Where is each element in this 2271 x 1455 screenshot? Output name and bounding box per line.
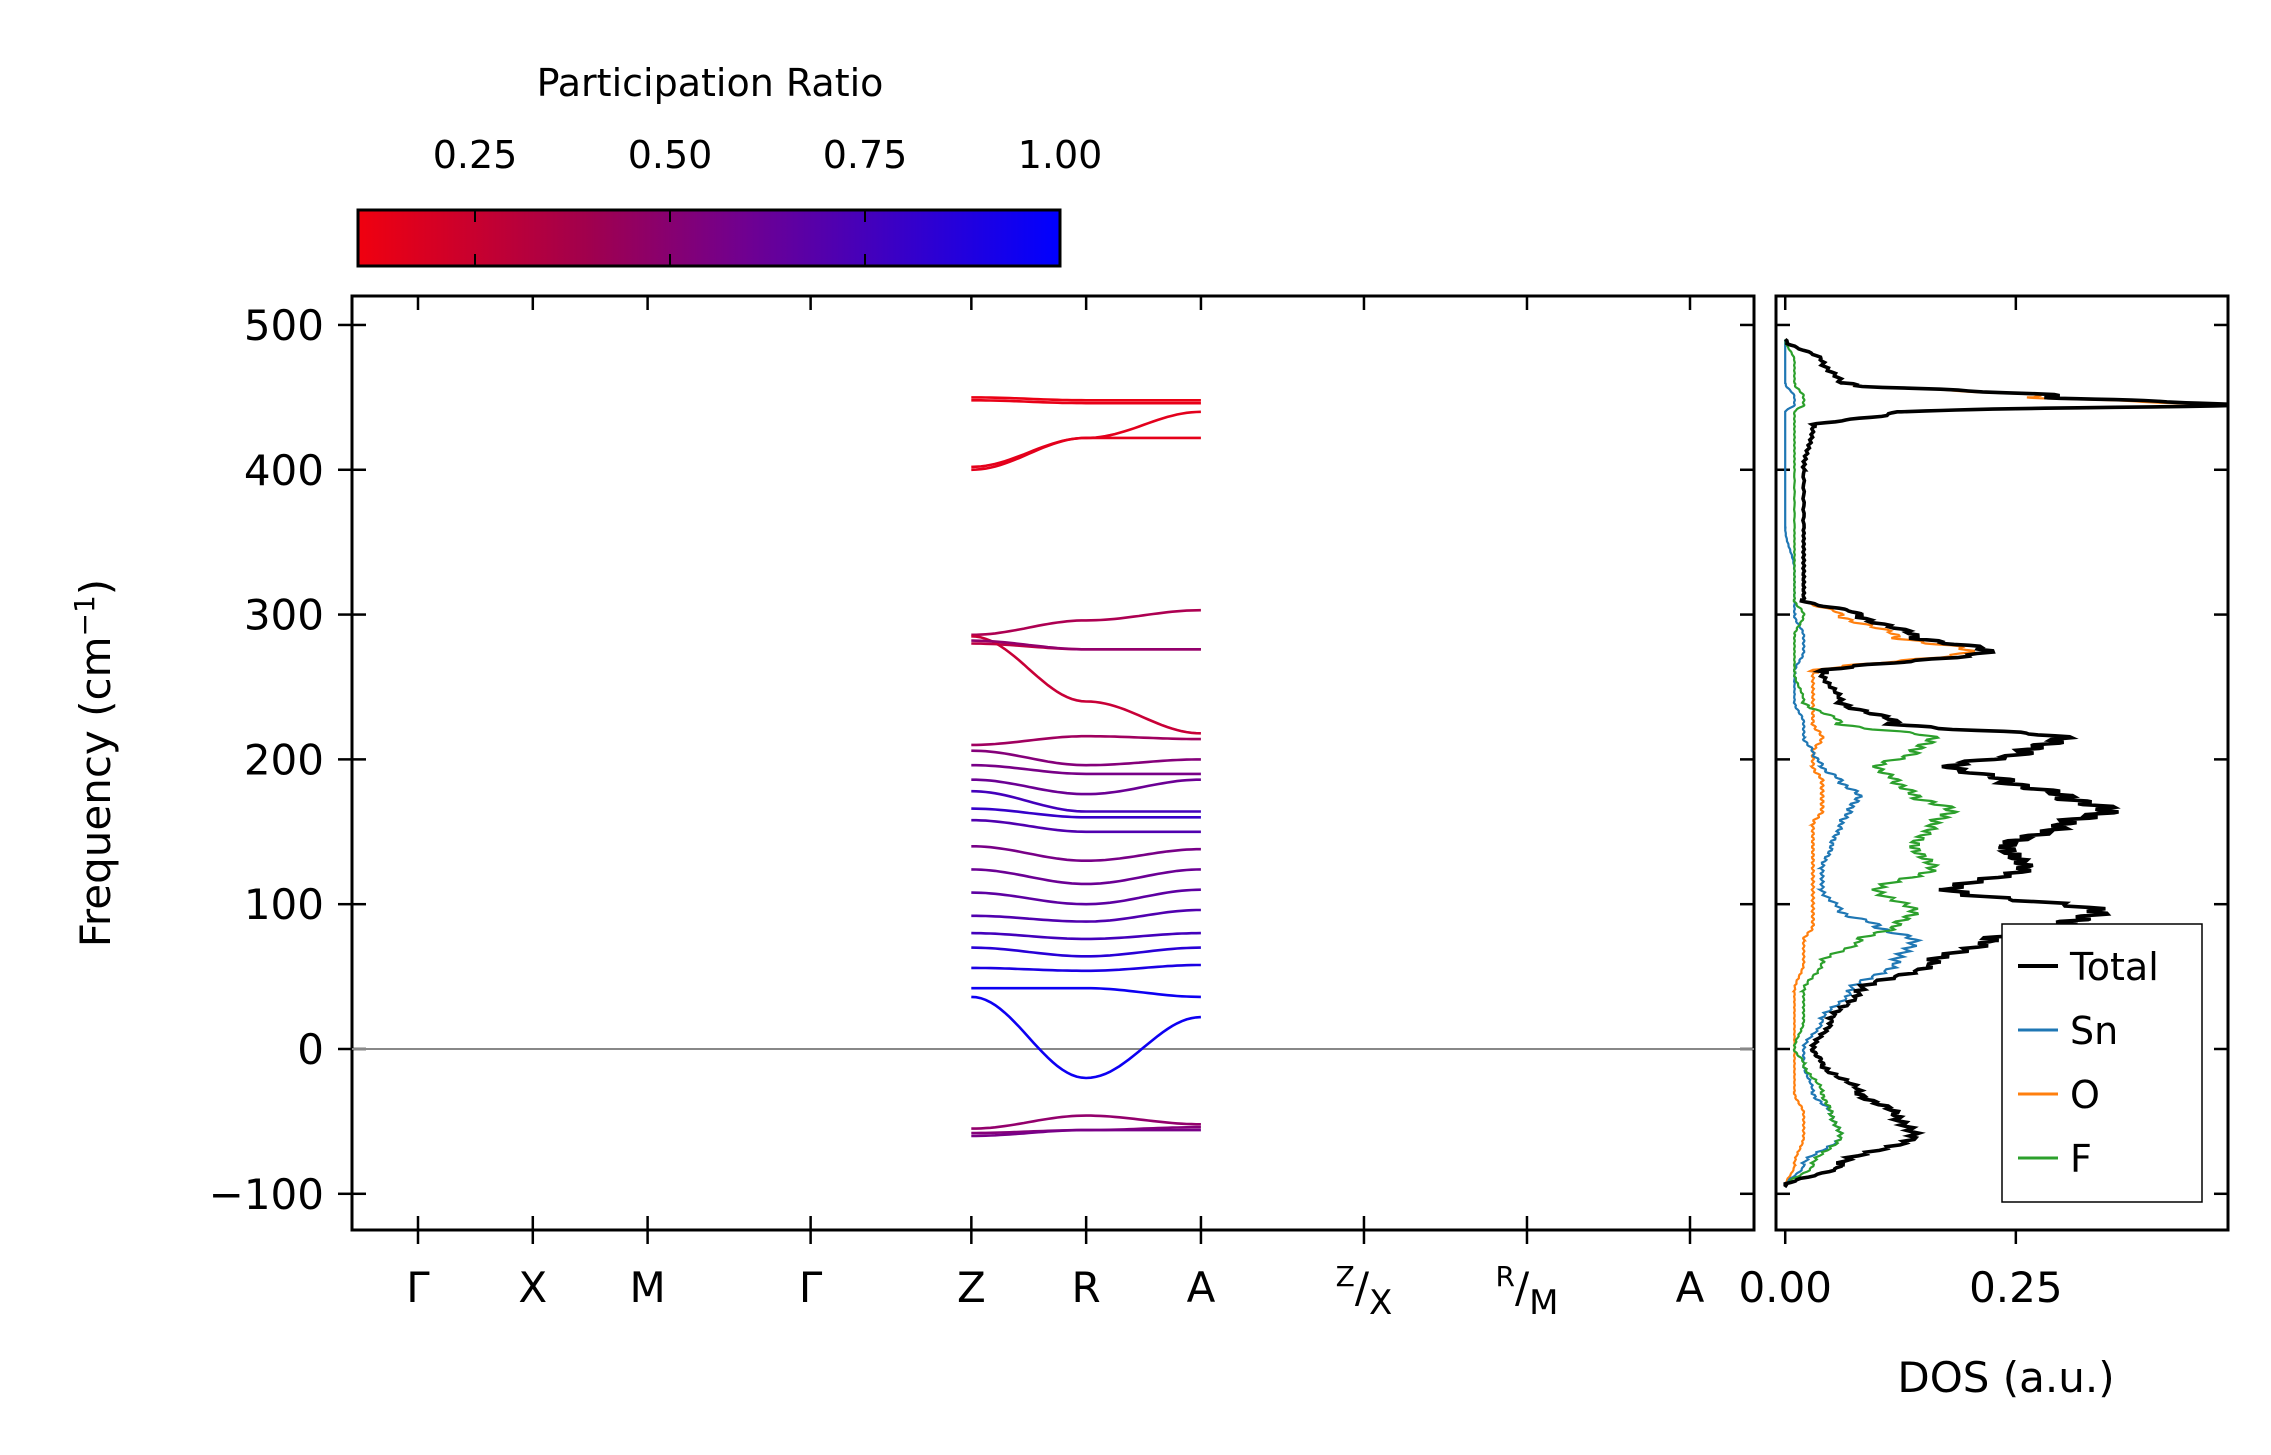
dos-panel-frame [1774,294,2230,1232]
k-point-label: R/M [1495,1260,1558,1323]
dos-y-ticks [1776,323,2228,1196]
dos-legend: Total Sn OF [2001,923,2203,1203]
band-x-ticks: Γ X M Γ Z R A Z/X R/M A [406,296,1705,1323]
k-point-label: R [1072,1263,1101,1312]
dos-panel: 0.00 0.25 DOS (a.u.) Total Sn OF [1738,294,2230,1402]
band-line [971,888,1201,906]
colorbar-tick-label: 1.00 [1018,133,1103,177]
band-line [971,995,1201,1080]
k-point-label: M [629,1263,665,1312]
dos-x-ticks: 0.00 0.25 [1738,296,2063,1312]
k-point-label: A [1187,1263,1216,1312]
colorbar-tick-label: 0.75 [823,133,908,177]
band-panel-frame [350,294,1756,1232]
dos-line-total [1783,338,2228,1189]
band-line [971,868,1201,886]
colorbar-title: Participation Ratio [537,61,884,105]
k-point-label: X [518,1263,547,1312]
band-line [971,399,1201,405]
band-line [971,908,1201,923]
band-line [971,963,1201,973]
band-line [971,396,1201,402]
band-line [971,845,1201,862]
colorbar-gradient [356,208,1062,268]
y-tick-label: 400 [244,446,324,495]
dos-lines [1783,338,2228,1189]
legend-label: Total [2069,945,2159,989]
colorbar-ticks: 0.25 0.50 0.75 1.00 [433,133,1103,266]
k-point-label: A [1676,1263,1705,1312]
y-tick-label: 200 [244,735,324,784]
band-line [971,639,1201,651]
y-tick-label: 0 [297,1025,324,1074]
band-line [971,1128,1201,1138]
legend-label: F [2070,1137,2092,1181]
band-line [971,410,1201,472]
legend-box [2001,923,2203,1203]
band-y-axis-title: Frequency (cm−1) [68,579,121,947]
legend-label: Sn [2070,1009,2118,1053]
y-tick-label: −100 [209,1170,324,1219]
band-line [971,635,1201,735]
dos-x-axis-title: DOS (a.u.) [1897,1353,2114,1402]
band-panel: −100 0 100 200 300 400 500 Γ X M Γ Z R A Z/X R/M A Freq… [68,294,1756,1323]
dos-x-tick-label: 0.00 [1738,1263,1832,1312]
band-line [971,789,1201,813]
y-tick-label: 100 [244,880,324,929]
k-point-label: Γ [799,1263,823,1312]
y-tick-label: 500 [244,301,324,350]
band-line [971,608,1201,637]
dos-line-sn [1784,339,1924,1188]
dos-x-tick-label: 0.25 [1969,1263,2063,1312]
colorbar-tick-label: 0.50 [628,133,713,177]
band-line [971,778,1201,796]
y-tick-label: 300 [244,591,324,640]
k-point-label: Γ [406,1263,430,1312]
band-line [971,946,1201,958]
band-lines [971,396,1201,1138]
k-point-label: Z [957,1263,986,1312]
legend-label: O [2070,1073,2100,1117]
band-y-ticks: −100 0 100 200 300 400 500 [209,301,1754,1219]
dos-line-f [1784,339,1961,1188]
colorbar: Participation Ratio 0.25 0.50 0.75 1.00 [356,61,1103,268]
band-line [971,749,1201,767]
band-line [971,763,1201,776]
band-line [971,931,1201,941]
band-line [971,986,1201,999]
band-line [971,818,1201,834]
colorbar-tick-label: 0.25 [433,133,518,177]
band-line [971,807,1201,819]
band-line [971,734,1201,747]
k-point-label: Z/X [1336,1260,1393,1323]
band-line [971,1114,1201,1130]
